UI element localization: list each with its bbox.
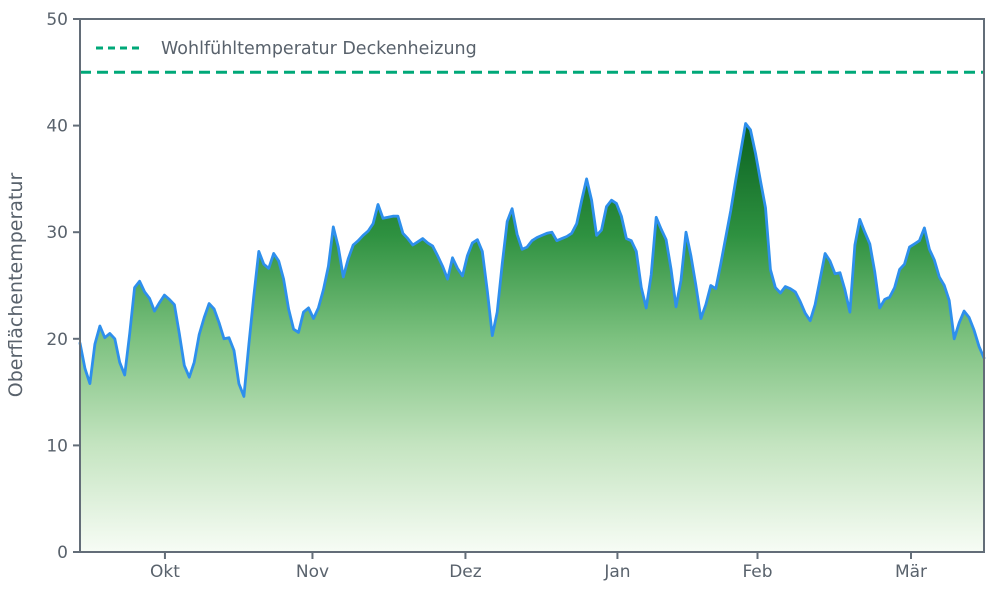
plot-border (79, 18, 985, 553)
y-tick-label: 40 (46, 117, 68, 137)
x-tick-label: Feb (742, 562, 772, 582)
y-tick-label: 50 (46, 10, 68, 30)
legend: Wohlfühltemperatur Deckenheizung (96, 39, 477, 59)
x-tick-label: Nov (296, 562, 329, 582)
temperature-line-series (78, 122, 986, 398)
y-tick-label: 10 (46, 436, 68, 456)
temperature-area-series (80, 123, 984, 552)
legend-label: Wohlfühltemperatur Deckenheizung (161, 39, 477, 59)
y-axis-label: Oberflächentemperatur (5, 173, 27, 398)
y-tick-label: 0 (57, 543, 68, 563)
plot-area: 0 10 20 30 40 50 Okt Nov Dez Jan Feb Mär (46, 10, 986, 582)
x-tick-label: Okt (150, 562, 180, 582)
y-tick-label: 30 (46, 223, 68, 243)
x-tick-label: Dez (449, 562, 482, 582)
x-tick-label: Mär (895, 562, 927, 582)
y-tick-label: 20 (46, 330, 68, 350)
x-tick-label: Jan (603, 562, 630, 582)
